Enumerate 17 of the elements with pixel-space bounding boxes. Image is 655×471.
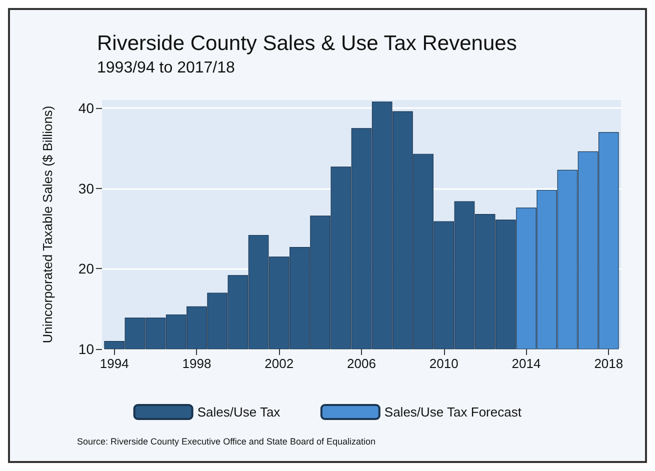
x-tick-label: 2018 [594,356,624,371]
chart-title: Riverside County Sales & Use Tax Revenues [97,32,517,55]
y-tick-label: 20 [78,260,94,277]
y-tick-label: 30 [78,180,94,196]
legend-label: Sales/Use Tax [197,404,281,420]
chart-subtitle: 1993/94 to 2017/18 [97,60,236,76]
y-tick-label: 10 [78,341,94,357]
x-tick-label: 1994 [100,356,129,371]
x-tick-label: 2006 [347,356,376,371]
x-tick-label: 1998 [182,356,212,371]
x-tick-label: 2010 [429,356,458,371]
legend-label: Sales/Use Tax Forecast [384,404,522,420]
y-axis-title: Unincorporated Taxable Sales ($ Billions) [40,106,55,344]
x-tick-label: 2014 [512,356,541,371]
x-tick-label: 2002 [264,356,294,371]
source-note: Source: Riverside County Executive Office and State Board of Equalization [77,436,376,446]
y-tick-label: 40 [78,100,94,116]
